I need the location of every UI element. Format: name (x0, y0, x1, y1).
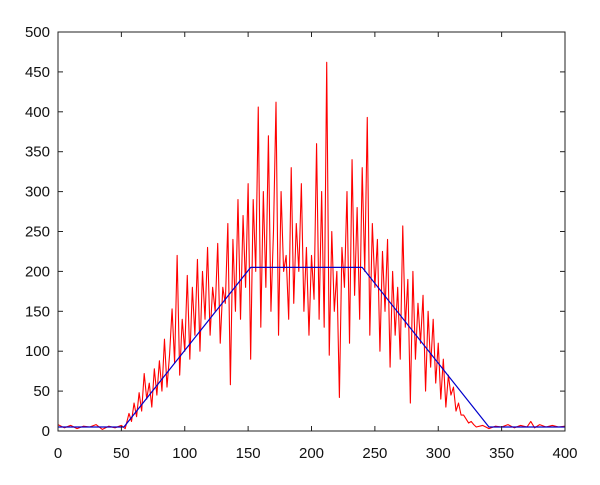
x-tick-label: 250 (362, 445, 387, 462)
plot-frame (57, 31, 566, 432)
y-tick-label: 350 (25, 144, 50, 161)
y-tick-label: 0 (42, 423, 50, 440)
series-layer (57, 61, 566, 430)
y-tick-label: 500 (25, 24, 50, 41)
x-tick-label: 150 (236, 445, 261, 462)
x-tick-label: 0 (54, 445, 62, 462)
y-tick-label: 150 (25, 303, 50, 320)
y-tick-label: 100 (25, 343, 50, 360)
x-tick-label: 300 (426, 445, 451, 462)
y-tick-label: 450 (25, 64, 50, 81)
y-tick-label: 300 (25, 184, 50, 201)
y-tick-label: 250 (25, 224, 50, 241)
x-tick-label: 200 (299, 445, 324, 462)
y-tick-label: 400 (25, 104, 50, 121)
tick-layer: 0 50 100 150 200 250 300 350 400 0 50 100 150 200 250 3… (25, 24, 578, 462)
x-tick-label: 350 (489, 445, 514, 462)
signal-series-line (57, 61, 566, 430)
y-tick-label: 200 (25, 263, 50, 280)
x-tick-label: 400 (552, 445, 577, 462)
y-tick-label: 50 (33, 383, 50, 400)
x-tick-label: 50 (113, 445, 130, 462)
x-tick-label: 100 (172, 445, 197, 462)
